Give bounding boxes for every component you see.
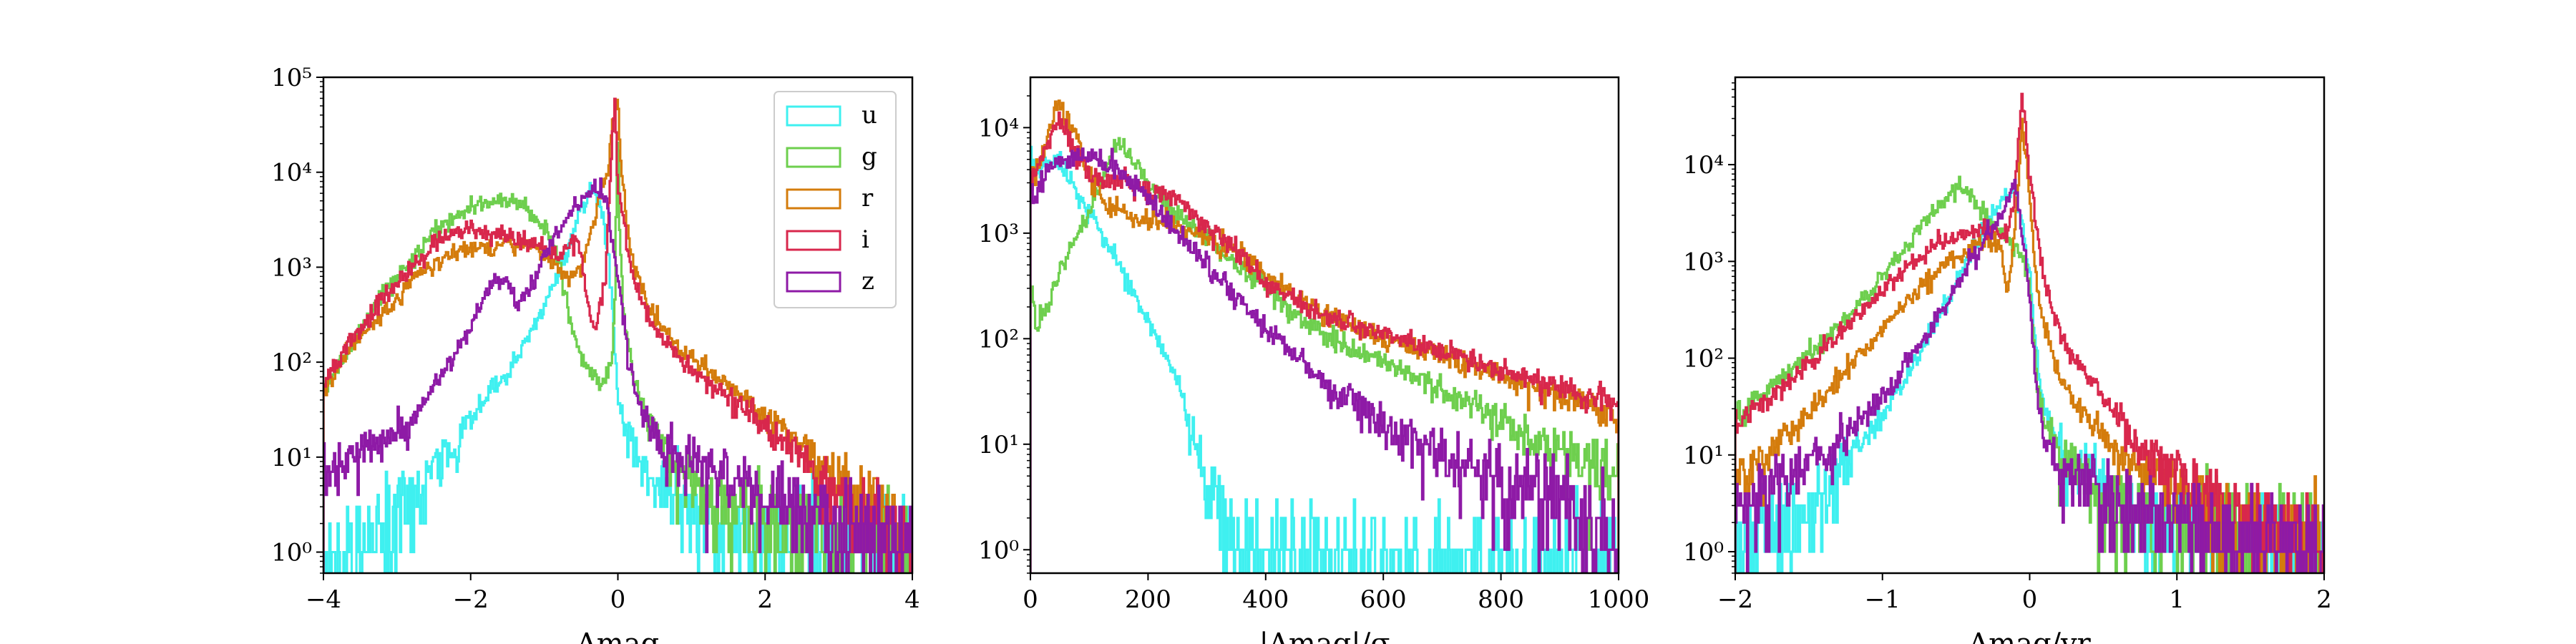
y-tick-label: 10³ bbox=[271, 253, 312, 282]
x-tick-label: 800 bbox=[1478, 585, 1524, 614]
x-tick-label: 2 bbox=[757, 585, 773, 614]
y-tick-label: 10⁵ bbox=[271, 64, 312, 92]
legend-swatch-i bbox=[786, 230, 841, 251]
y-tick-label: 10¹ bbox=[1683, 441, 1724, 470]
x-axis-label: |∆mag|/σ bbox=[1259, 628, 1390, 644]
series-group bbox=[1735, 92, 2324, 573]
series-g-step bbox=[1030, 137, 1619, 573]
x-tick-label: 200 bbox=[1125, 585, 1171, 614]
y-tick-label: 10⁴ bbox=[1683, 151, 1724, 180]
legend-swatch-u bbox=[786, 105, 841, 127]
x-tick-label: −2 bbox=[453, 585, 489, 614]
x-tick-label: 0 bbox=[1023, 585, 1038, 614]
legend-label-i: i bbox=[862, 225, 869, 254]
series-i-step bbox=[1030, 111, 1619, 573]
x-tick-label: 0 bbox=[2022, 585, 2038, 614]
y-tick-label: 10² bbox=[271, 348, 312, 377]
y-tick-label: 10⁴ bbox=[271, 159, 312, 187]
legend-swatch-r bbox=[786, 188, 841, 210]
series-z-step bbox=[1030, 147, 1619, 573]
series-z-step bbox=[1735, 178, 2324, 573]
x-tick-label: 600 bbox=[1360, 585, 1407, 614]
x-axis-label: ∆mag bbox=[577, 628, 659, 644]
x-tick-label: 1 bbox=[2169, 585, 2185, 614]
x-tick-label: 2 bbox=[2316, 585, 2332, 614]
legend-box bbox=[774, 91, 897, 308]
x-tick-label: −2 bbox=[1717, 585, 1753, 614]
y-tick-label: 10⁰ bbox=[978, 536, 1019, 565]
x-tick-label: 4 bbox=[904, 585, 920, 614]
legend-label-z: z bbox=[862, 267, 874, 296]
x-tick-label: 1000 bbox=[1588, 585, 1650, 614]
y-tick-label: 10³ bbox=[1683, 248, 1724, 276]
x-tick-label: 0 bbox=[610, 585, 626, 614]
y-tick-label: 10³ bbox=[978, 220, 1019, 248]
y-tick-label: 10¹ bbox=[978, 431, 1019, 459]
series-group bbox=[1030, 99, 1619, 573]
legend-label-u: u bbox=[862, 101, 877, 130]
series-group bbox=[323, 97, 912, 573]
x-axis-label: ∆mag/yr bbox=[1968, 628, 2091, 644]
y-tick-label: 10² bbox=[978, 325, 1019, 353]
series-u-step bbox=[1030, 145, 1619, 573]
y-tick-label: 10⁴ bbox=[978, 114, 1019, 142]
y-tick-label: 10⁰ bbox=[1683, 538, 1724, 567]
legend-label-r: r bbox=[862, 184, 874, 213]
histogram-panel-2: 0 200 400 600 800 1000 10⁰ 10¹ 10² 10³ 10⁴ |∆mag|/σ bbox=[978, 76, 1650, 644]
x-tick-label: −4 bbox=[306, 585, 341, 614]
legend-swatch-z bbox=[786, 271, 841, 293]
legend-swatch-g bbox=[786, 147, 841, 168]
y-tick-label: 10¹ bbox=[271, 444, 312, 472]
y-tick-label: 10² bbox=[1683, 345, 1724, 374]
x-tick-label: 400 bbox=[1242, 585, 1289, 614]
y-tick-label: 10⁰ bbox=[271, 539, 312, 567]
legend-label-g: g bbox=[862, 142, 877, 171]
series-z-step bbox=[323, 177, 912, 573]
plot-frame bbox=[1029, 76, 1620, 575]
series-g-step bbox=[323, 141, 912, 573]
x-tick-label: −1 bbox=[1865, 585, 1901, 614]
histogram-panel-3: −2 −1 0 1 2 10⁰ 10¹ 10² 10³ 10⁴ ∆mag/yr bbox=[1683, 76, 2332, 644]
series-i-step bbox=[323, 97, 912, 573]
series-i-step bbox=[1735, 92, 2324, 573]
